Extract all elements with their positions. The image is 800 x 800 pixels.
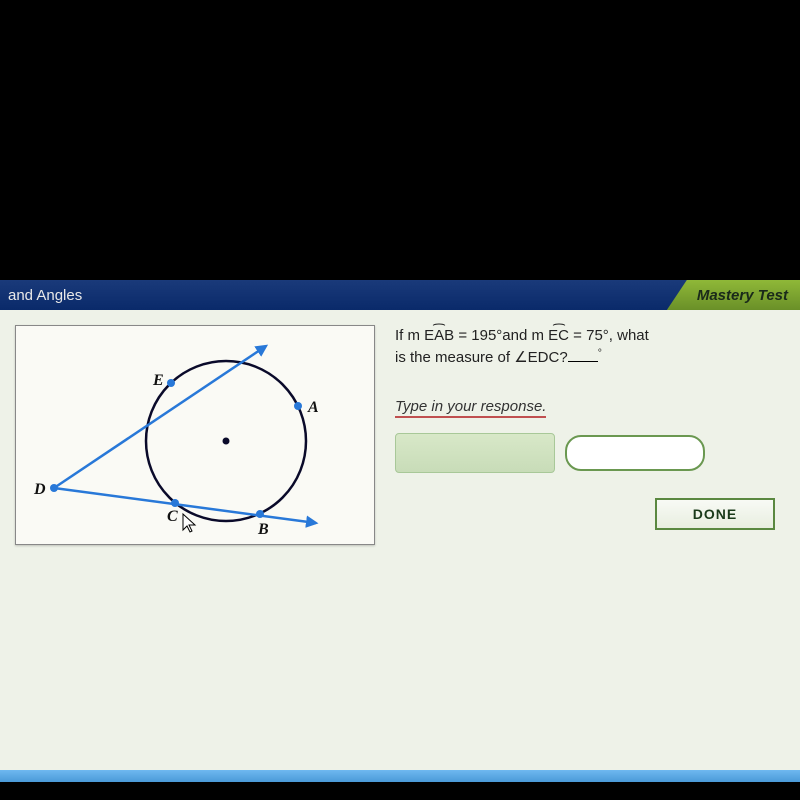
mastery-test-badge: Mastery Test [667,280,800,310]
bottom-bar [0,770,800,782]
content-area: E A C B D If m EAB = 195°and m EC = 75°, wha… [0,310,800,770]
done-button[interactable]: DONE [655,498,775,530]
answer-blank [568,361,598,362]
q-prefix: If m [395,327,424,344]
svg-text:A: A [307,399,319,416]
svg-text:D: D [33,481,46,498]
answer-input[interactable] [565,435,705,471]
input-row [395,433,790,473]
input-decoration [395,433,555,473]
svg-text:C: C [167,508,178,525]
arc-EC: EC [548,325,569,346]
instruction-text: Type in your response. [395,398,546,418]
q-line2-prefix: is the measure of ∠EDC? [395,349,568,366]
q-suffix1: = 75°, what [569,327,649,344]
geometry-diagram: E A C B D [15,325,375,545]
q-mid: = 195°and m [454,327,548,344]
header-bar: and Angles Mastery Test [0,280,800,310]
question-panel: If m EAB = 195°and m EC = 75°, what is t… [395,325,790,530]
svg-text:E: E [152,372,164,389]
question-text: If m EAB = 195°and m EC = 75°, what is t… [395,325,790,368]
diagram-svg: E A C B D [16,326,376,546]
arc-EAB: EAB [424,325,454,346]
svg-text:B: B [257,521,269,538]
lesson-title-fragment: and Angles [0,287,82,304]
degree-sup: ° [598,347,602,359]
